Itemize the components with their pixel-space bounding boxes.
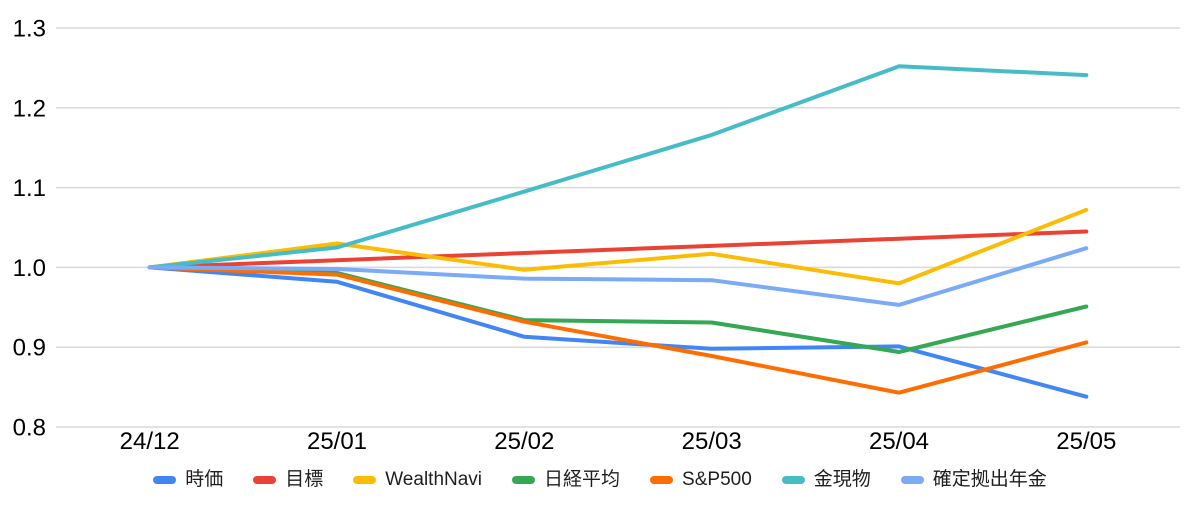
series-line-1[interactable]	[147, 229, 1089, 270]
y-axis-tick-label: 0.8	[13, 415, 46, 442]
legend-label: 金現物	[813, 469, 871, 490]
series-line-5[interactable]	[147, 64, 1089, 270]
y-axis-tick-label: 1.0	[13, 255, 46, 282]
legend-swatch-icon	[153, 476, 177, 484]
legend-label: 確定拠出年金	[932, 469, 1047, 490]
y-axis-tick-label: 1.3	[13, 16, 46, 43]
series-line-4[interactable]	[147, 265, 1089, 395]
x-axis-tick-label: 25/02	[494, 428, 554, 455]
legend-item-4[interactable]: S&P500	[650, 468, 752, 492]
legend-item-5[interactable]: 金現物	[781, 468, 871, 492]
legend-item-1[interactable]: 目標	[253, 468, 323, 492]
legend-item-3[interactable]: 日経平均	[512, 468, 620, 492]
chart-plot-area[interactable]: 0.8 0.9 1.0 1.1 1.2 1.3 24/12 25/01 25/02 25/03 25…	[0, 0, 1200, 462]
series-line-2[interactable]	[147, 207, 1089, 286]
legend-label: WealthNavi	[385, 469, 483, 490]
legend-swatch-icon	[512, 476, 536, 484]
legend-swatch-icon	[900, 476, 924, 484]
series-line-0[interactable]	[147, 265, 1089, 399]
legend-swatch-icon	[353, 476, 377, 484]
x-axis-tick-label: 25/04	[869, 428, 929, 455]
chart-legend: 時価 目標 WealthNavi 日経平均 S&P500 金現物 確定拠出年金	[0, 463, 1200, 497]
legend-label: 日経平均	[544, 469, 621, 490]
legend-label: 目標	[285, 469, 324, 490]
series-line-6[interactable]	[147, 246, 1089, 307]
legend-item-2[interactable]: WealthNavi	[353, 468, 482, 492]
legend-item-6[interactable]: 確定拠出年金	[900, 468, 1047, 492]
y-axis-tick-label: 1.1	[13, 175, 46, 202]
legend-swatch-icon	[650, 476, 674, 484]
legend-label: 時価	[185, 469, 224, 490]
legend-swatch-icon	[253, 476, 277, 484]
y-axis-tick-label: 1.2	[13, 95, 46, 122]
x-axis-tick-label: 24/12	[120, 428, 180, 455]
legend-label: S&P500	[682, 469, 752, 490]
legend-swatch-icon	[781, 476, 805, 484]
x-axis-tick-label: 25/03	[682, 428, 742, 455]
x-axis-tick-label: 25/01	[307, 428, 367, 455]
y-axis-tick-label: 0.9	[13, 335, 46, 362]
legend-item-0[interactable]: 時価	[153, 468, 223, 492]
x-axis-tick-label: 25/05	[1056, 428, 1116, 455]
